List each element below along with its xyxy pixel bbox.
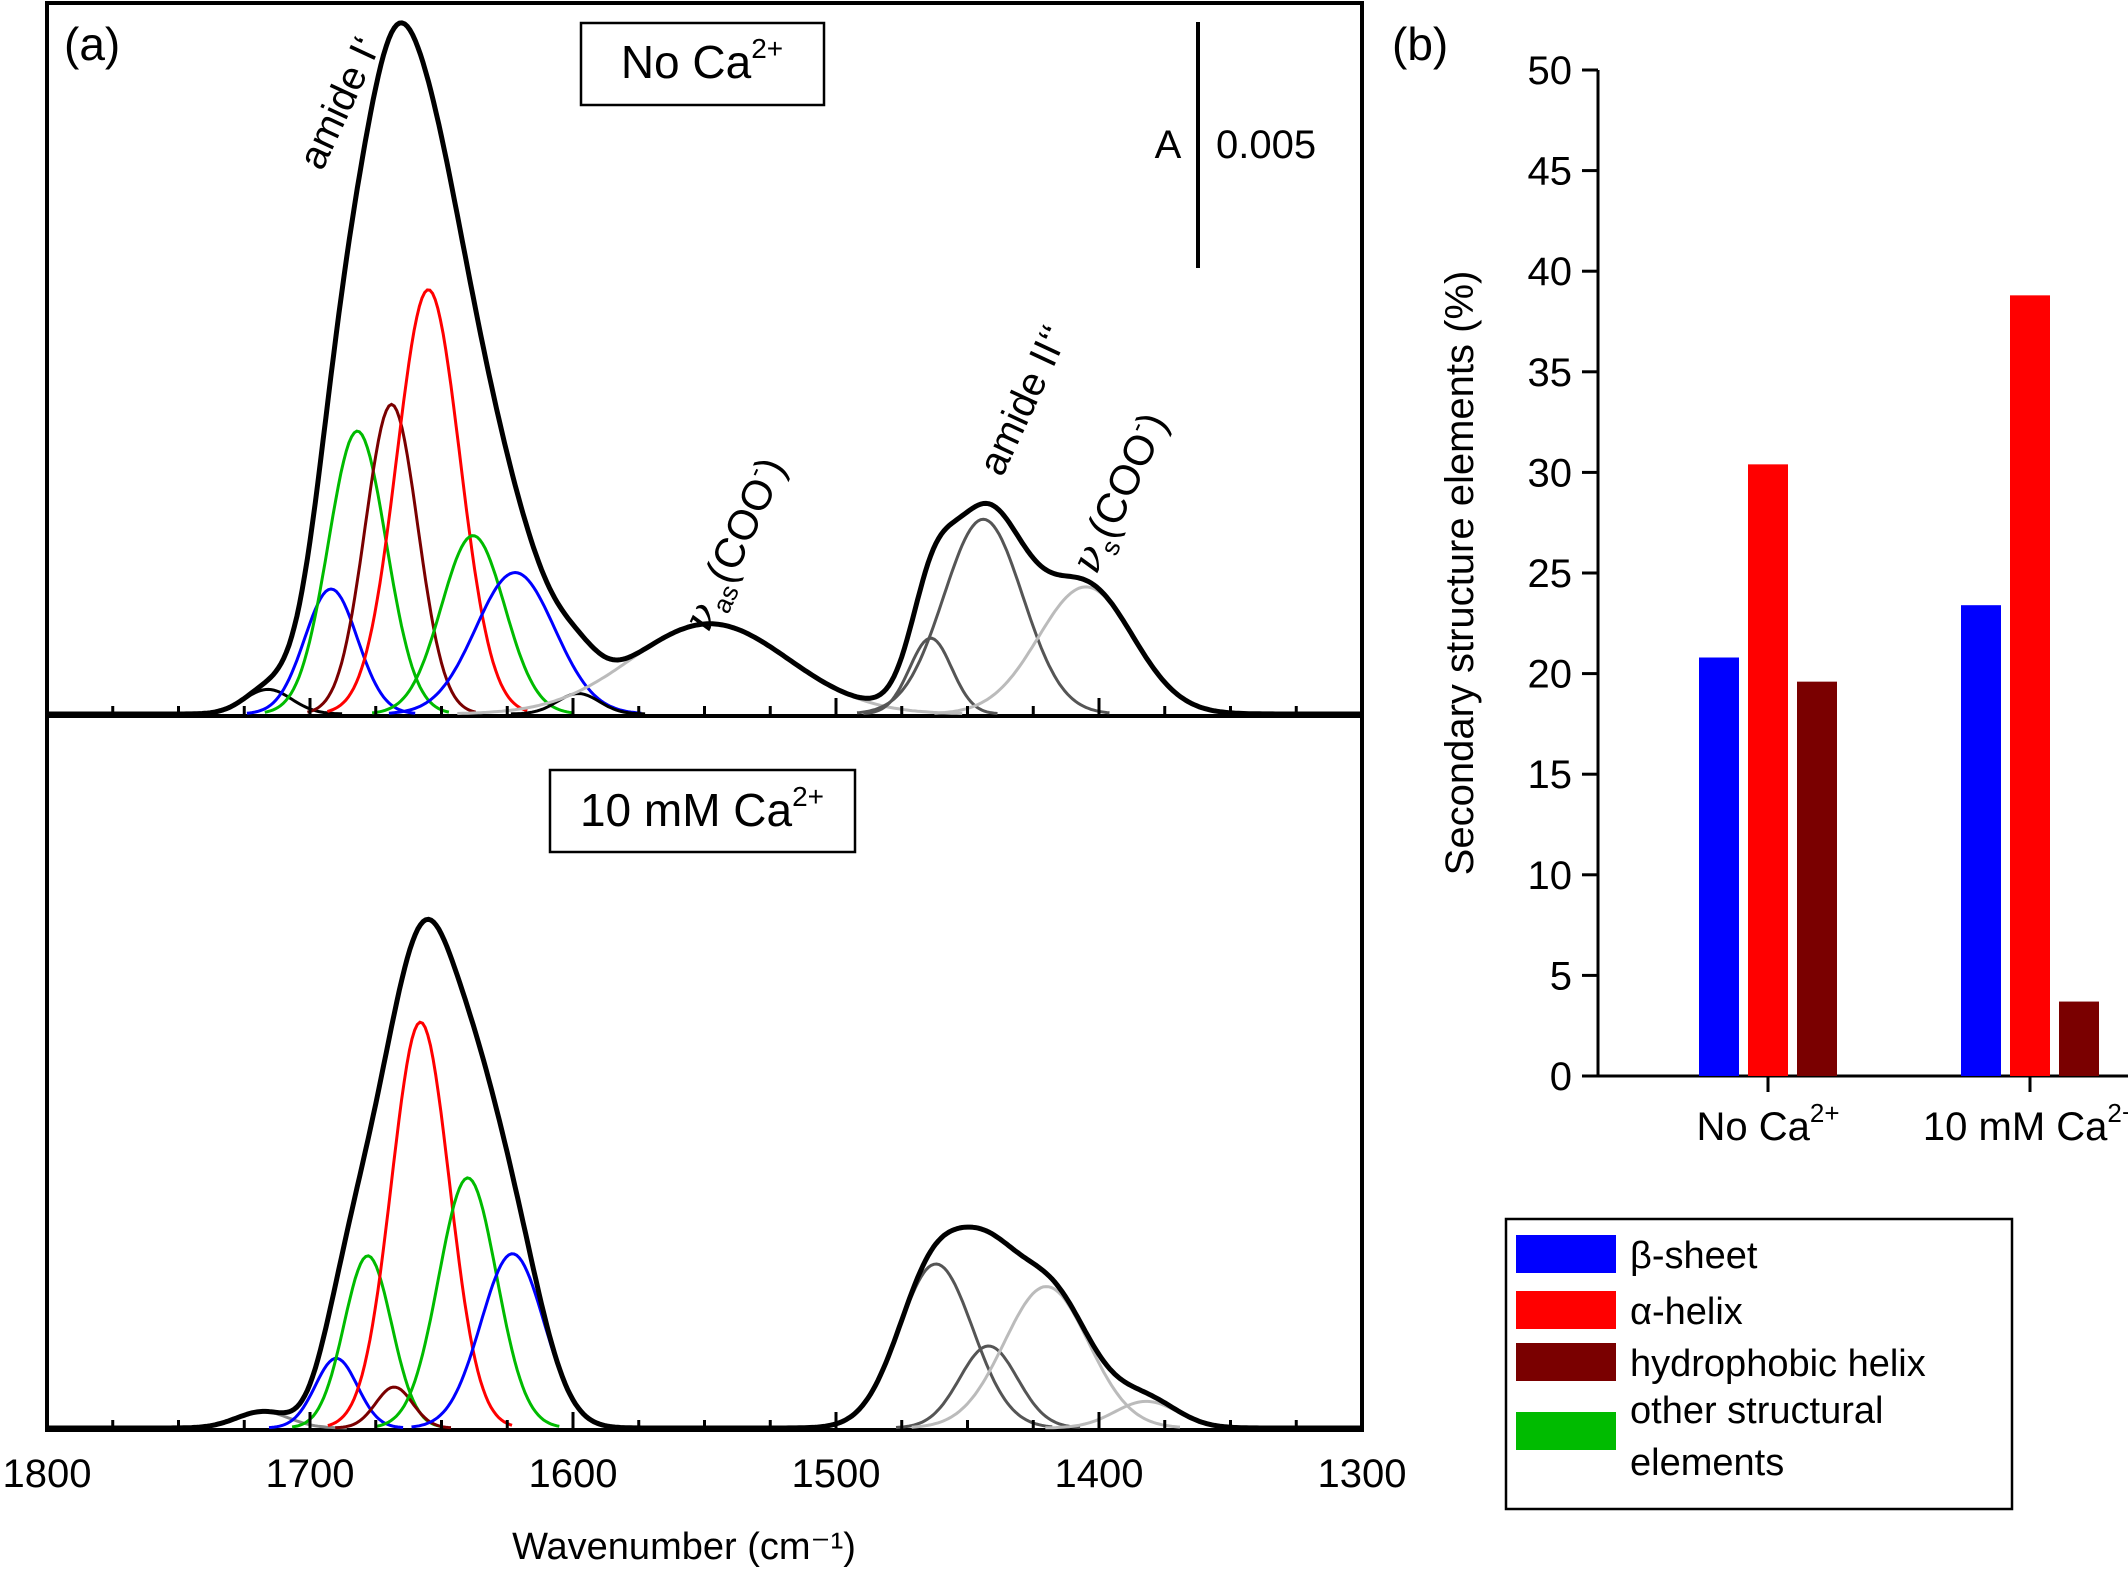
spectrum-sum-no-ca (47, 20, 1362, 717)
scale-bar-value: 0.005 (1216, 123, 1316, 167)
x-axis-unit: (cm⁻¹) (747, 1526, 856, 1568)
panel-label-a: (a) (64, 18, 120, 70)
legend-label: β-sheet (1630, 1235, 1758, 1277)
x-tick-label: 1300 (1318, 1452, 1407, 1496)
legend-swatch (1516, 1412, 1616, 1450)
y-tick-label: 25 (1528, 552, 1573, 596)
annotation-nu-s-coo: νs(COO-) (1058, 403, 1183, 582)
label-10mm-ca-sup: 2+ (792, 781, 824, 812)
spectrum-sum-10mm-ca (47, 916, 1362, 1431)
y-tick-label: 45 (1528, 150, 1573, 194)
group-label-sup: 2+ (2107, 1098, 2128, 1128)
y-tick-label: 0 (1550, 1055, 1572, 1099)
panel-label-b: (b) (1392, 18, 1448, 70)
bar--sheet-0 (1699, 657, 1739, 1076)
band-no-ca-1692 (246, 587, 416, 715)
group-label: No Ca2+ (1696, 1098, 1839, 1149)
x-tick-label: 1600 (529, 1452, 618, 1496)
legend-swatch (1516, 1343, 1616, 1381)
group-labels: No Ca2+10 mM Ca2+ (1696, 1076, 2128, 1149)
legend-label: hydrophobic helix (1630, 1343, 1926, 1385)
band-no-ca-1548 (457, 622, 963, 715)
annotation-nu-s-coo-text: (COO (1078, 426, 1167, 545)
legend-swatch (1516, 1235, 1616, 1273)
bar--sheet-1 (1961, 605, 2001, 1076)
y-tick-label: 40 (1528, 250, 1573, 294)
x-tick-label: 1800 (3, 1452, 92, 1496)
panel-a: (a) 1800 1700 1600 1500 1400 1300 Wavenumber … (3, 1, 1407, 1568)
x-axis-ticks: 1800 1700 1600 1500 1400 1300 (3, 698, 1407, 1496)
legend-label: α-helix (1630, 1291, 1743, 1333)
annotation-nu-as-coo-text: (COO (696, 471, 785, 590)
y-tick-label: 35 (1528, 351, 1573, 395)
band-10mm-ca-1462 (817, 1262, 1053, 1429)
spectra-no-ca (47, 20, 1362, 717)
group-label-text: No Ca (1696, 1105, 1810, 1149)
bar--helix-1 (2010, 295, 2050, 1076)
label-box-10mm-ca (548, 768, 857, 854)
spectra-10mm-ca (47, 916, 1362, 1431)
band-10mm-ca-1442 (895, 1344, 1081, 1429)
y-axis-label: Secondary structure elements (%) (1438, 271, 1482, 876)
band-no-ca-1622 (388, 570, 642, 715)
y-tick-label: 20 (1528, 653, 1573, 697)
band-no-ca-1444 (856, 517, 1110, 715)
band-no-ca-1598 (510, 691, 646, 716)
label-no-ca-sup: 2+ (751, 33, 783, 64)
group-label-sup: 2+ (1810, 1098, 1840, 1128)
y-axis-ticks: 0 5 10 15 20 25 30 35 40 45 50 (1528, 49, 1598, 1099)
band-no-ca-1655 (326, 288, 528, 713)
group-label: 10 mM Ca2+ (1923, 1098, 2128, 1149)
annotation-nu-as-coo: νas(COO-) (670, 448, 801, 640)
legend-swatch (1516, 1291, 1616, 1329)
band-no-ca-1669 (307, 402, 477, 714)
label-10mm-ca: 10 mM Ca2+ (580, 781, 824, 836)
band-no-ca-1464 (863, 636, 998, 715)
label-box-no-ca (579, 21, 826, 107)
scale-bar-prefix: A (1155, 123, 1182, 167)
bar--helix-0 (1748, 464, 1788, 1076)
bar-hydrophobic-helix-1 (2059, 1001, 2099, 1076)
band-no-ca-1638 (371, 534, 573, 715)
label-no-ca: No Ca2+ (621, 33, 783, 88)
x-tick-label: 1700 (266, 1452, 355, 1496)
x-axis-label: Wavenumber (cm⁻¹) (512, 1526, 856, 1568)
group-label-text: 10 mM Ca (1923, 1105, 2108, 1149)
legend-label-line2: elements (1630, 1442, 1784, 1484)
annotation-amide-ii: amide II‘‘ (970, 319, 1077, 482)
x-axis-label-text: Wavenumber (512, 1526, 737, 1568)
y-tick-label: 10 (1528, 854, 1573, 898)
legend-label: other structural (1630, 1390, 1883, 1432)
band-10mm-ca-1623 (411, 1252, 612, 1429)
legend: β-sheet α-helix hydrophobic helix other str… (1516, 1235, 1926, 1484)
label-10mm-ca-text: 10 mM Ca (580, 784, 793, 836)
label-no-ca-text: No Ca (621, 36, 752, 88)
y-tick-label: 30 (1528, 451, 1573, 495)
band-10mm-ca-1658 (327, 1020, 513, 1428)
band-10mm-ca-1420 (911, 1285, 1181, 1429)
bar-hydrophobic-helix-0 (1797, 681, 1837, 1076)
y-tick-label: 50 (1528, 49, 1573, 93)
bars (1699, 295, 2099, 1076)
x-tick-label: 1500 (792, 1452, 881, 1496)
y-tick-label: 15 (1528, 753, 1573, 797)
x-tick-label: 1400 (1055, 1452, 1144, 1496)
band-no-ca-1682 (264, 429, 450, 714)
band-no-ca-1405 (934, 585, 1237, 715)
y-tick-label: 5 (1550, 954, 1572, 998)
band-10mm-ca-1640 (374, 1176, 560, 1428)
